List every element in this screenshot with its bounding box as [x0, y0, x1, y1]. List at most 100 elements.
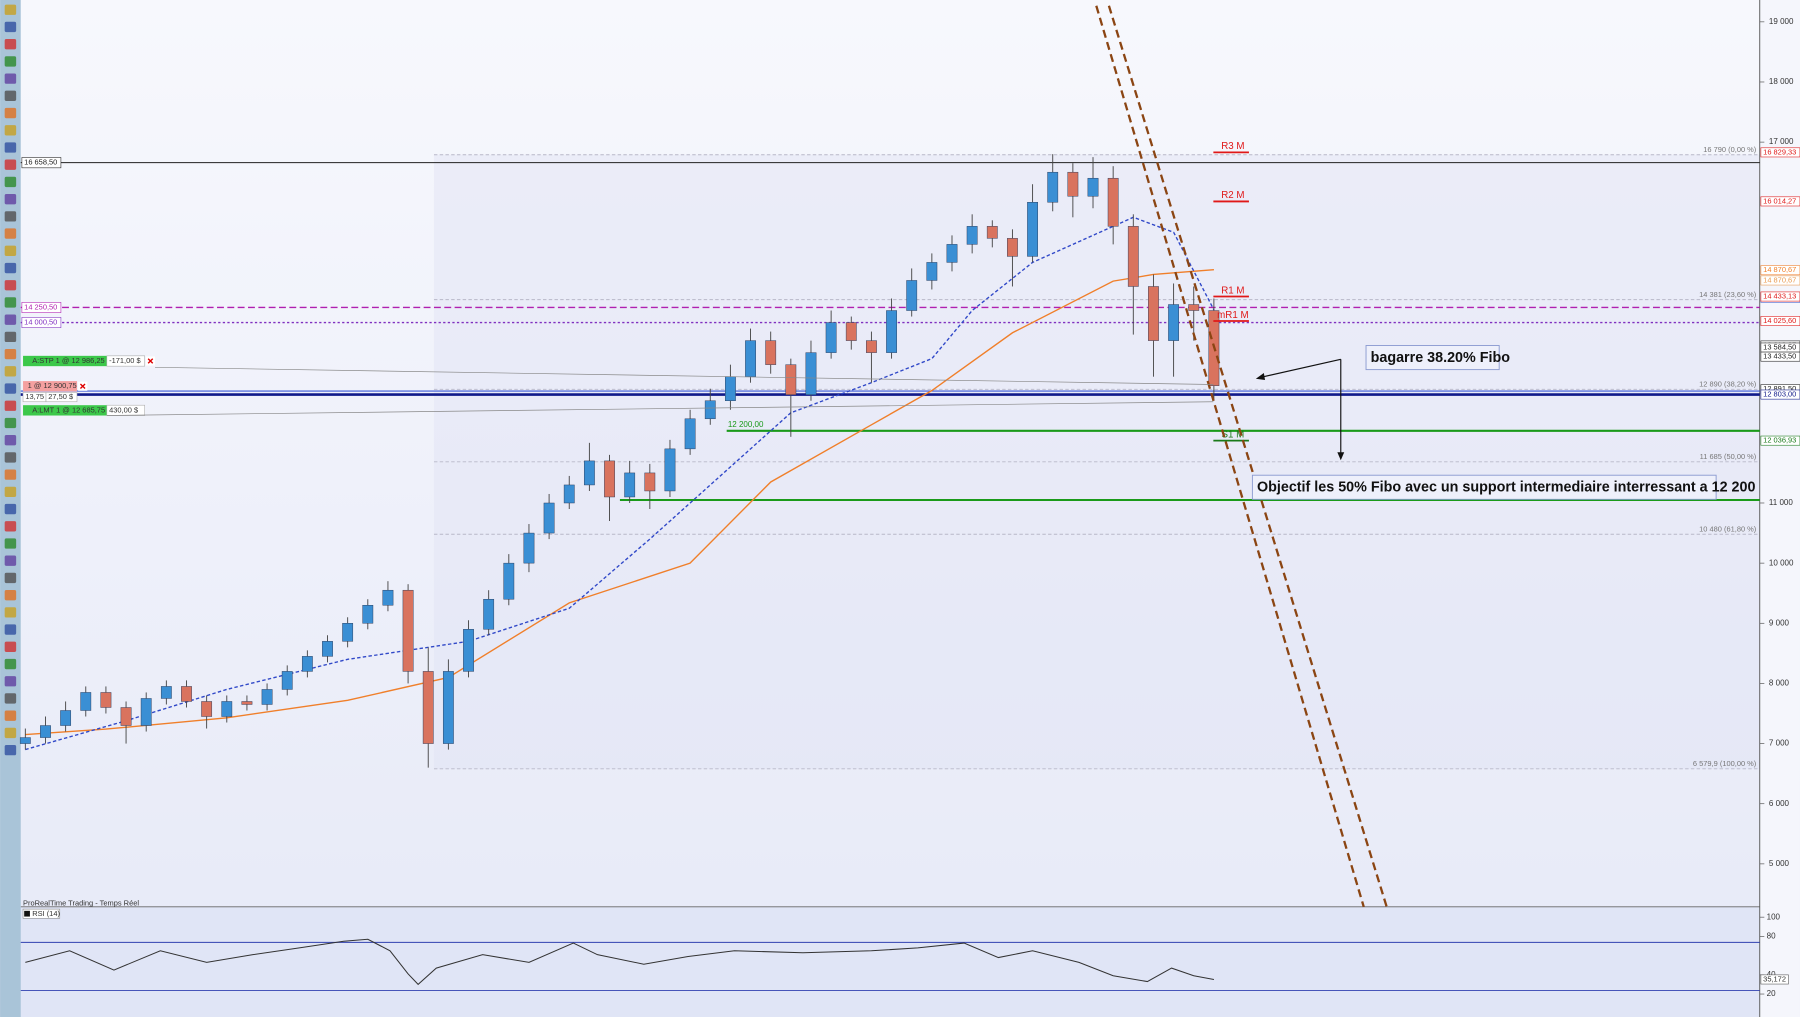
fibo-label: 11 685 (50,00 %) [1700, 452, 1757, 461]
tool-icon[interactable] [4, 555, 17, 566]
tool-icon[interactable] [4, 245, 17, 256]
rsi-badge [1760, 974, 1789, 985]
rsi-line [25, 938, 1215, 986]
tool-icon[interactable] [4, 486, 17, 498]
fibo-label: 6 579,9 (100,00 %) [1693, 759, 1757, 768]
level-label: 14 250,50 [24, 302, 57, 311]
tool-icon[interactable] [4, 56, 17, 67]
tool-icon[interactable] [4, 4, 17, 15]
tool-icon[interactable] [4, 589, 17, 601]
candle-body [664, 448, 676, 492]
tool-icon[interactable] [4, 211, 17, 222]
pivot-name: S1 M [1221, 429, 1244, 440]
source-label: ProRealTime Trading - Temps Réel [23, 898, 139, 907]
tool-icon[interactable] [4, 159, 17, 170]
candle-body [563, 484, 575, 504]
candle-body [402, 589, 414, 672]
tool-icon[interactable] [4, 90, 17, 102]
tool-icon[interactable] [4, 383, 17, 394]
price-badge-label: 14 870,67 [1763, 275, 1796, 284]
tool-icon[interactable] [4, 39, 17, 50]
tool-icon[interactable] [4, 503, 17, 515]
tool-icon[interactable] [4, 710, 17, 721]
tool-icon[interactable] [4, 297, 17, 308]
candle-body [886, 310, 897, 353]
tool-icon[interactable] [4, 469, 17, 480]
tool-icon[interactable] [4, 125, 17, 136]
fibo-label: 16 790 (0,00 %) [1703, 145, 1757, 154]
tool-icon[interactable] [4, 641, 17, 652]
tool-icon[interactable] [4, 228, 17, 239]
order-box[interactable] [23, 405, 107, 416]
position-box[interactable] [23, 381, 77, 392]
tool-icon[interactable] [4, 107, 17, 119]
tool-icon[interactable] [4, 262, 17, 274]
tool-icon[interactable] [4, 727, 17, 739]
tool-icon[interactable] [4, 314, 17, 325]
candle-body [241, 701, 253, 705]
tool-icon[interactable] [4, 676, 17, 687]
tool-icon[interactable] [4, 624, 17, 635]
fibo-label: 14 381 (23,60 %) [1699, 290, 1757, 299]
tool-icon[interactable] [4, 400, 17, 411]
candle-body [926, 262, 938, 281]
candle-body [604, 460, 615, 498]
tool-icon[interactable] [4, 658, 17, 670]
order-close-icon [147, 358, 154, 364]
candle-body [523, 532, 535, 564]
annotation-box [1365, 345, 1500, 371]
tool-icon[interactable] [4, 176, 17, 188]
moving-average [25, 268, 1214, 736]
candle-body [1027, 202, 1038, 257]
channel-line [1107, 5, 1388, 908]
y-tick-label: 19 000 [1769, 17, 1794, 26]
order-pnl: 430,00 $ [109, 405, 139, 414]
tool-icon[interactable] [4, 538, 17, 549]
pivot-badge-label: 14 433,13 [1763, 291, 1796, 300]
y-tick-label: 6 000 [1769, 799, 1790, 808]
tool-icon[interactable] [4, 572, 17, 584]
order-text: A:STP 1 @ 12 986,25 [32, 356, 104, 365]
position-pnl: 27,50 $ [48, 392, 74, 401]
tool-icon[interactable] [4, 21, 17, 33]
tool-icon[interactable] [4, 348, 17, 360]
tool-icon[interactable] [4, 521, 17, 532]
candle-body [80, 692, 92, 711]
tool-icon[interactable] [4, 435, 17, 446]
candle-body [120, 707, 132, 726]
tool-icon[interactable] [4, 142, 17, 153]
candle-body [60, 710, 72, 726]
tool-icon[interactable] [4, 417, 17, 429]
y-tick-label: 18 000 [1769, 77, 1794, 86]
channel-line [1095, 5, 1365, 908]
candle-body [986, 226, 998, 239]
candle-body [644, 472, 656, 492]
annotation: Objectif les 50% Fibo avec un support in… [1257, 480, 1756, 496]
candle-body [160, 686, 172, 699]
tool-icon[interactable] [4, 744, 17, 756]
tool-icon[interactable] [4, 693, 17, 704]
position-pnl-box [45, 392, 78, 403]
candle-body [866, 340, 877, 353]
tool-icon[interactable] [4, 331, 17, 343]
candle-body [342, 623, 354, 642]
tool-icon[interactable] [4, 193, 17, 205]
candle-body [1047, 171, 1059, 203]
candle-body [745, 340, 756, 377]
rsi-panel [0, 906, 1760, 1017]
y-tick-label: 17 000 [1769, 137, 1794, 146]
tool-icon[interactable] [4, 366, 17, 377]
order-link [155, 366, 1214, 385]
tool-icon[interactable] [4, 607, 17, 618]
price-badge-label: 14 870,67 [1763, 265, 1796, 274]
tool-icon[interactable] [4, 452, 17, 463]
arrow-head [1255, 373, 1266, 380]
candle-body [483, 598, 495, 630]
order-link [106, 401, 1214, 416]
tool-icon[interactable] [4, 280, 17, 291]
position-close-icon [79, 383, 86, 390]
candle-body [140, 698, 152, 726]
tool-icon[interactable] [4, 73, 17, 84]
order-box[interactable] [23, 355, 107, 367]
